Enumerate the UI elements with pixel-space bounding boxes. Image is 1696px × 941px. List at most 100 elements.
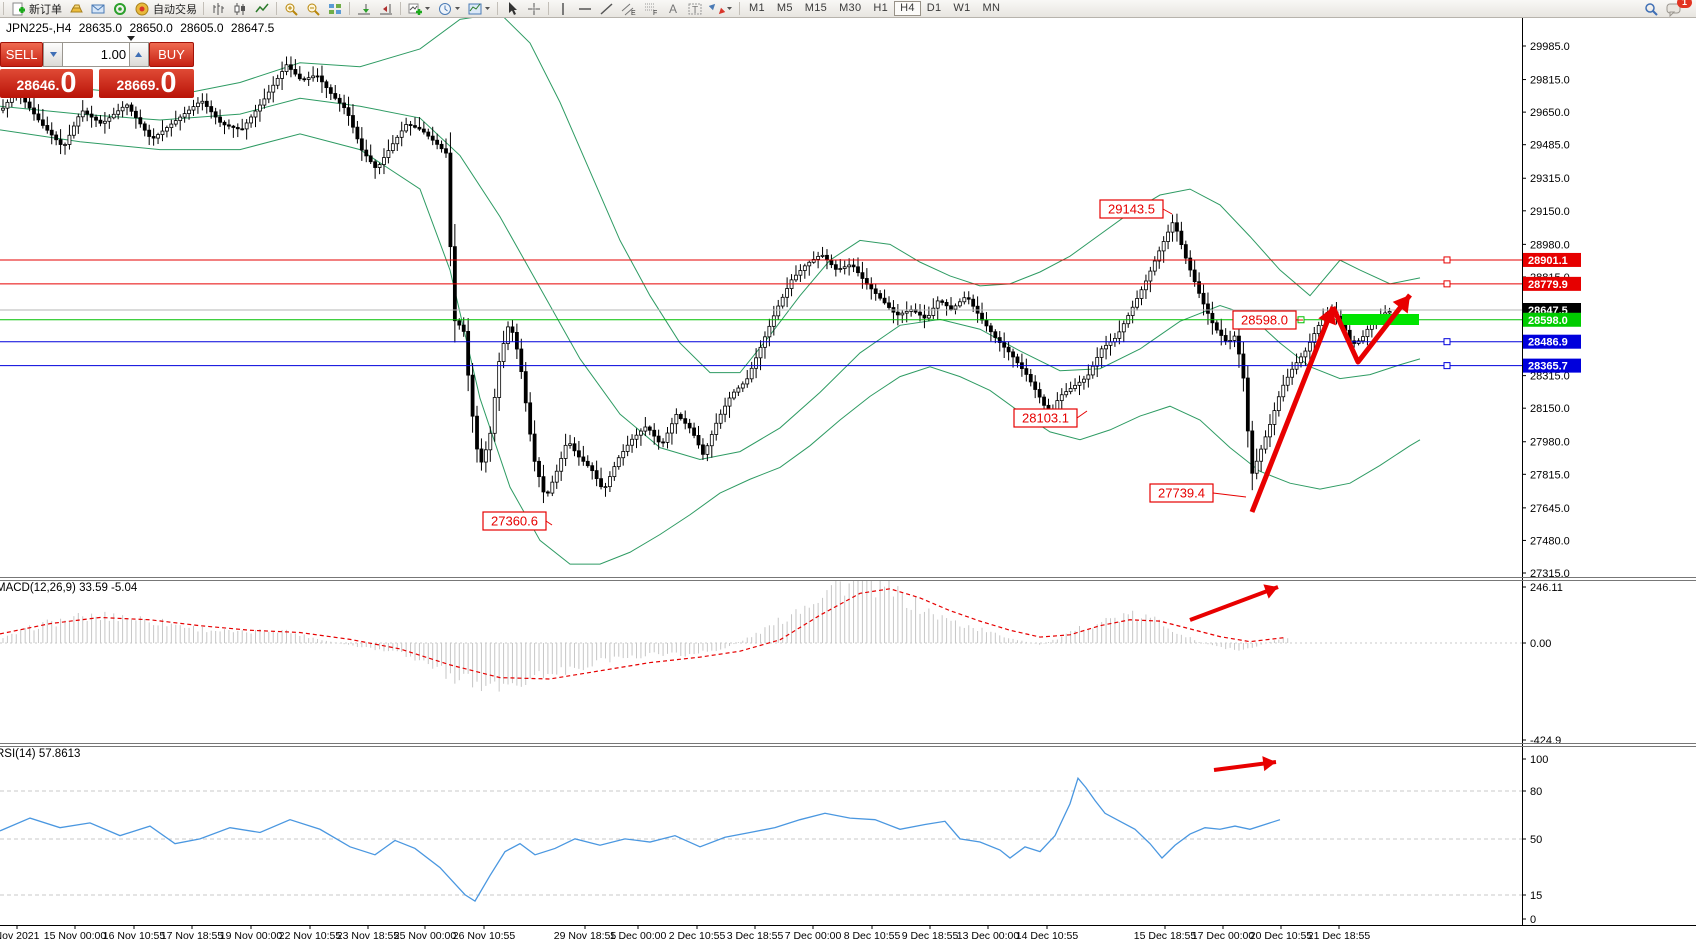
volume-decrease-button[interactable] — [43, 42, 64, 67]
line-handle[interactable] — [1443, 280, 1451, 288]
zoom-in-button[interactable] — [280, 1, 302, 17]
buy-button[interactable]: BUY — [148, 42, 194, 67]
bar-chart-icon — [213, 2, 224, 15]
annotation-27360.6[interactable]: 27360.6 — [482, 511, 553, 531]
svg-text:E: E — [631, 10, 636, 17]
annotation-28598.0[interactable]: 28598.0 — [1232, 310, 1303, 330]
close-value: 28647.5 — [230, 21, 275, 35]
svg-text:Nov 2021: Nov 2021 — [0, 930, 40, 941]
crosshair-button[interactable] — [523, 1, 545, 17]
main-chart-panel — [0, 13, 1522, 565]
trend-arrow[interactable] — [1330, 293, 1412, 365]
auto-scroll-button[interactable] — [353, 1, 375, 17]
tile-windows-button[interactable] — [324, 1, 346, 17]
search-button[interactable] — [1640, 1, 1662, 17]
new-order-button[interactable]: 新订单 — [7, 1, 65, 17]
svg-text:28103.1: 28103.1 — [1022, 411, 1069, 426]
buy-price[interactable]: 28669. 0 — [99, 69, 194, 98]
notifications-button[interactable]: 1 — [1662, 0, 1692, 17]
tab-timeframe-m30[interactable]: M30 — [839, 2, 862, 14]
line-chart-button[interactable] — [251, 1, 273, 17]
volume-input[interactable] — [63, 43, 130, 66]
highlight-bar[interactable] — [1342, 314, 1419, 325]
svg-text:2 Dec 10:55: 2 Dec 10:55 — [669, 930, 726, 941]
notification-badge: 1 — [1677, 0, 1692, 8]
buy-price-main: 28669. — [116, 77, 160, 93]
symbol-timeframe: JPN225-,H4 — [6, 21, 72, 35]
rsi-line[interactable] — [0, 776, 1281, 903]
new-chart-icon — [408, 3, 422, 15]
chart-shift-button[interactable] — [375, 1, 397, 17]
svg-text:100: 100 — [1530, 754, 1548, 766]
bollinger-band-upper[interactable] — [0, 13, 1421, 374]
arrows-tool-button[interactable] — [706, 1, 736, 17]
sell-price[interactable]: 28646. 0 — [0, 69, 93, 98]
svg-text:28980.0: 28980.0 — [1530, 239, 1570, 251]
trend-arrow[interactable] — [1189, 584, 1279, 622]
gold-button[interactable] — [65, 1, 87, 17]
chevron-down-icon — [727, 7, 732, 10]
period-button[interactable] — [434, 1, 464, 17]
bar-chart-button[interactable] — [207, 1, 229, 17]
rsi-indicator-label: RSI(14) 57.8613 — [0, 748, 81, 760]
trend-arrow[interactable] — [1213, 756, 1277, 772]
horizontal-line-button[interactable] — [574, 1, 596, 17]
tab-timeframe-m15[interactable]: M15 — [804, 2, 828, 14]
tab-timeframe-m1[interactable]: M1 — [749, 2, 765, 14]
stepper-down-icon — [49, 52, 57, 57]
svg-text:28779.9: 28779.9 — [1528, 279, 1568, 291]
volume-increase-button[interactable] — [129, 42, 149, 67]
line-handle[interactable] — [1443, 256, 1451, 264]
auto-trading-button[interactable]: 自动交易 — [131, 1, 200, 17]
sell-button[interactable]: SELL — [0, 42, 44, 67]
trend-arrow[interactable] — [1249, 306, 1336, 513]
text-button[interactable]: A — [662, 1, 684, 17]
tab-timeframe-d1[interactable]: D1 — [926, 2, 942, 14]
mail-button[interactable] — [87, 1, 109, 17]
bollinger-band-middle[interactable] — [0, 97, 1421, 461]
template-button[interactable] — [464, 1, 494, 17]
svg-text:17 Dec 00:00: 17 Dec 00:00 — [1192, 930, 1255, 941]
svg-text:27815.0: 27815.0 — [1530, 469, 1570, 481]
clock-icon — [439, 2, 451, 15]
line-handle[interactable] — [1443, 362, 1451, 370]
chevron-down-icon — [455, 7, 460, 10]
tile-windows-icon — [329, 3, 341, 14]
svg-text:28150.0: 28150.0 — [1530, 403, 1570, 415]
annotation-28103.1[interactable]: 28103.1 — [1013, 408, 1088, 428]
trendline-button[interactable] — [596, 1, 618, 17]
tab-timeframe-mn[interactable]: MN — [982, 2, 1001, 14]
signal-button[interactable] — [109, 1, 131, 17]
equidistant-channel-icon: E — [621, 3, 636, 17]
toolbar-separator — [497, 2, 498, 15]
cursor-icon — [509, 1, 517, 15]
chat-bubble-icon — [1666, 3, 1681, 17]
svg-text:246.11: 246.11 — [1530, 582, 1563, 594]
annotation-27739.4[interactable]: 27739.4 — [1149, 483, 1247, 503]
zoom-out-button[interactable] — [302, 1, 324, 17]
new-chart-button[interactable] — [404, 1, 434, 17]
text-icon: A — [669, 2, 677, 16]
candlestick-chart-button[interactable] — [229, 1, 251, 17]
panel-collapse-icon[interactable] — [127, 36, 135, 41]
text-label-button[interactable]: T — [684, 1, 706, 17]
bollinger-band-lower[interactable] — [0, 129, 1421, 565]
macd-signal-line[interactable] — [0, 588, 1286, 680]
tab-timeframe-h4[interactable]: H4 — [894, 1, 921, 16]
tab-timeframe-w1[interactable]: W1 — [953, 2, 971, 14]
tab-timeframe-m5[interactable]: M5 — [776, 2, 793, 14]
svg-text:1 Dec 00:00: 1 Dec 00:00 — [610, 930, 667, 941]
chevron-down-icon — [485, 7, 490, 10]
tab-timeframe-h1[interactable]: H1 — [873, 2, 889, 14]
vertical-line-button[interactable] — [552, 1, 574, 17]
line-handle[interactable] — [1443, 338, 1451, 346]
svg-text:80: 80 — [1530, 786, 1542, 798]
equidistant-channel-button[interactable]: E — [618, 1, 640, 17]
candlestick-chart-icon — [234, 2, 245, 15]
svg-text:28598.0: 28598.0 — [1241, 313, 1288, 328]
macd-indicator-label: MACD(12,26,9) 33.59 -5.04 — [0, 582, 138, 594]
annotation-29143.5[interactable]: 29143.5 — [1099, 199, 1173, 219]
fibonacci-button[interactable]: F — [640, 1, 662, 17]
cursor-button[interactable] — [501, 1, 523, 17]
